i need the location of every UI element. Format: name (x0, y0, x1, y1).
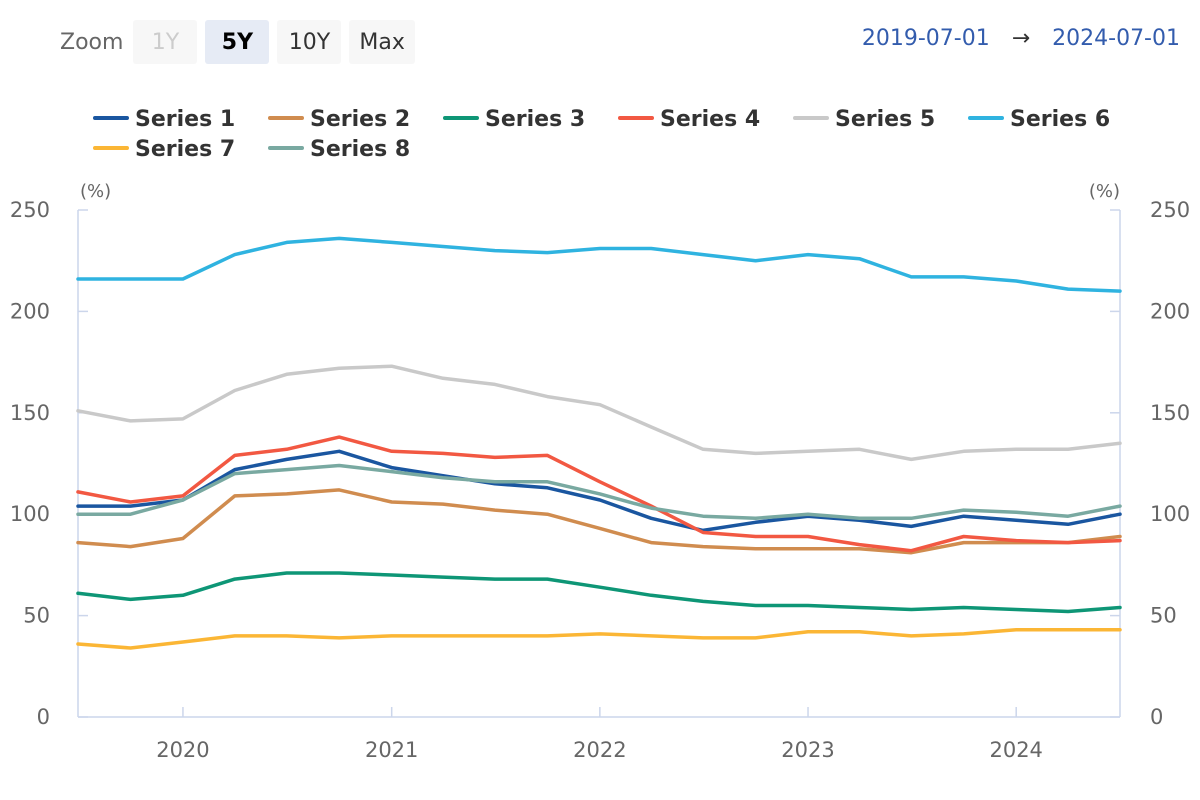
series-line-8 (76, 463, 1122, 521)
series-line-4 (76, 435, 1122, 553)
range-start-date[interactable]: 2019-07-01 (861, 26, 990, 51)
x-tick-label: 2020 (156, 738, 209, 762)
legend-label: Series 5 (835, 107, 935, 132)
legend-label: Series 6 (1010, 107, 1110, 132)
y-tick-label-left: 50 (23, 604, 50, 628)
legend-label: Series 3 (485, 107, 585, 132)
zoom-toolbar: Zoom 1Y 5Y 10Y Max (60, 20, 415, 64)
y-tick-label-left: 0 (37, 705, 50, 729)
series-line-7 (76, 628, 1122, 650)
y-tick-label-left: 200 (10, 299, 50, 323)
legend-label: Series 8 (310, 137, 410, 162)
zoom-5y-button[interactable]: 5Y (205, 20, 270, 64)
y-unit-label-right: (%) (1089, 181, 1120, 202)
range-arrow: → (1011, 26, 1031, 51)
x-tick-label: 2022 (573, 738, 626, 762)
x-tick-label: 2023 (781, 738, 834, 762)
zoom-label: Zoom (60, 29, 124, 55)
legend-label: Series 7 (135, 137, 235, 162)
legend-label: Series 4 (660, 107, 760, 132)
legend-item-1[interactable]: Series 1 (93, 107, 235, 132)
y-tick-label-right: 50 (1150, 604, 1177, 628)
legend-item-5[interactable]: Series 5 (793, 107, 935, 132)
date-range: 2019-07-01 → 2024-07-01 (862, 26, 1180, 51)
legend-item-3[interactable]: Series 3 (443, 107, 585, 132)
y-tick-label-right: 150 (1150, 401, 1190, 425)
legend-item-7[interactable]: Series 7 (93, 137, 235, 162)
zoom-10y-button[interactable]: 10Y (277, 20, 342, 64)
legend-item-6[interactable]: Series 6 (968, 107, 1110, 132)
legend-item-2[interactable]: Series 2 (268, 107, 410, 132)
legend-item-4[interactable]: Series 4 (618, 107, 760, 132)
series-line-2 (76, 488, 1122, 555)
y-tick-label-right: 200 (1150, 299, 1190, 323)
y-tick-label-right: 100 (1150, 502, 1190, 526)
y-tick-label-left: 150 (10, 401, 50, 425)
legend-label: Series 1 (135, 107, 235, 132)
legend-label: Series 2 (310, 107, 410, 132)
series-line-1 (76, 449, 1122, 533)
legend-item-8[interactable]: Series 8 (268, 137, 410, 162)
x-tick-label: 2021 (365, 738, 418, 762)
y-unit-label-left: (%) (80, 181, 111, 202)
y-tick-label-right: 250 (1150, 198, 1190, 222)
y-tick-label-left: 250 (10, 198, 50, 222)
series-line-6 (76, 236, 1122, 293)
range-end-date[interactable]: 2024-07-01 (1052, 26, 1180, 51)
series-line-5 (76, 364, 1122, 462)
y-tick-label-right: 0 (1150, 705, 1163, 729)
series-line-3 (76, 571, 1122, 614)
zoom-1y-button[interactable]: 1Y (133, 20, 198, 64)
x-tick-label: 2024 (989, 738, 1042, 762)
y-tick-label-left: 100 (10, 502, 50, 526)
zoom-max-button[interactable]: Max (349, 20, 415, 64)
